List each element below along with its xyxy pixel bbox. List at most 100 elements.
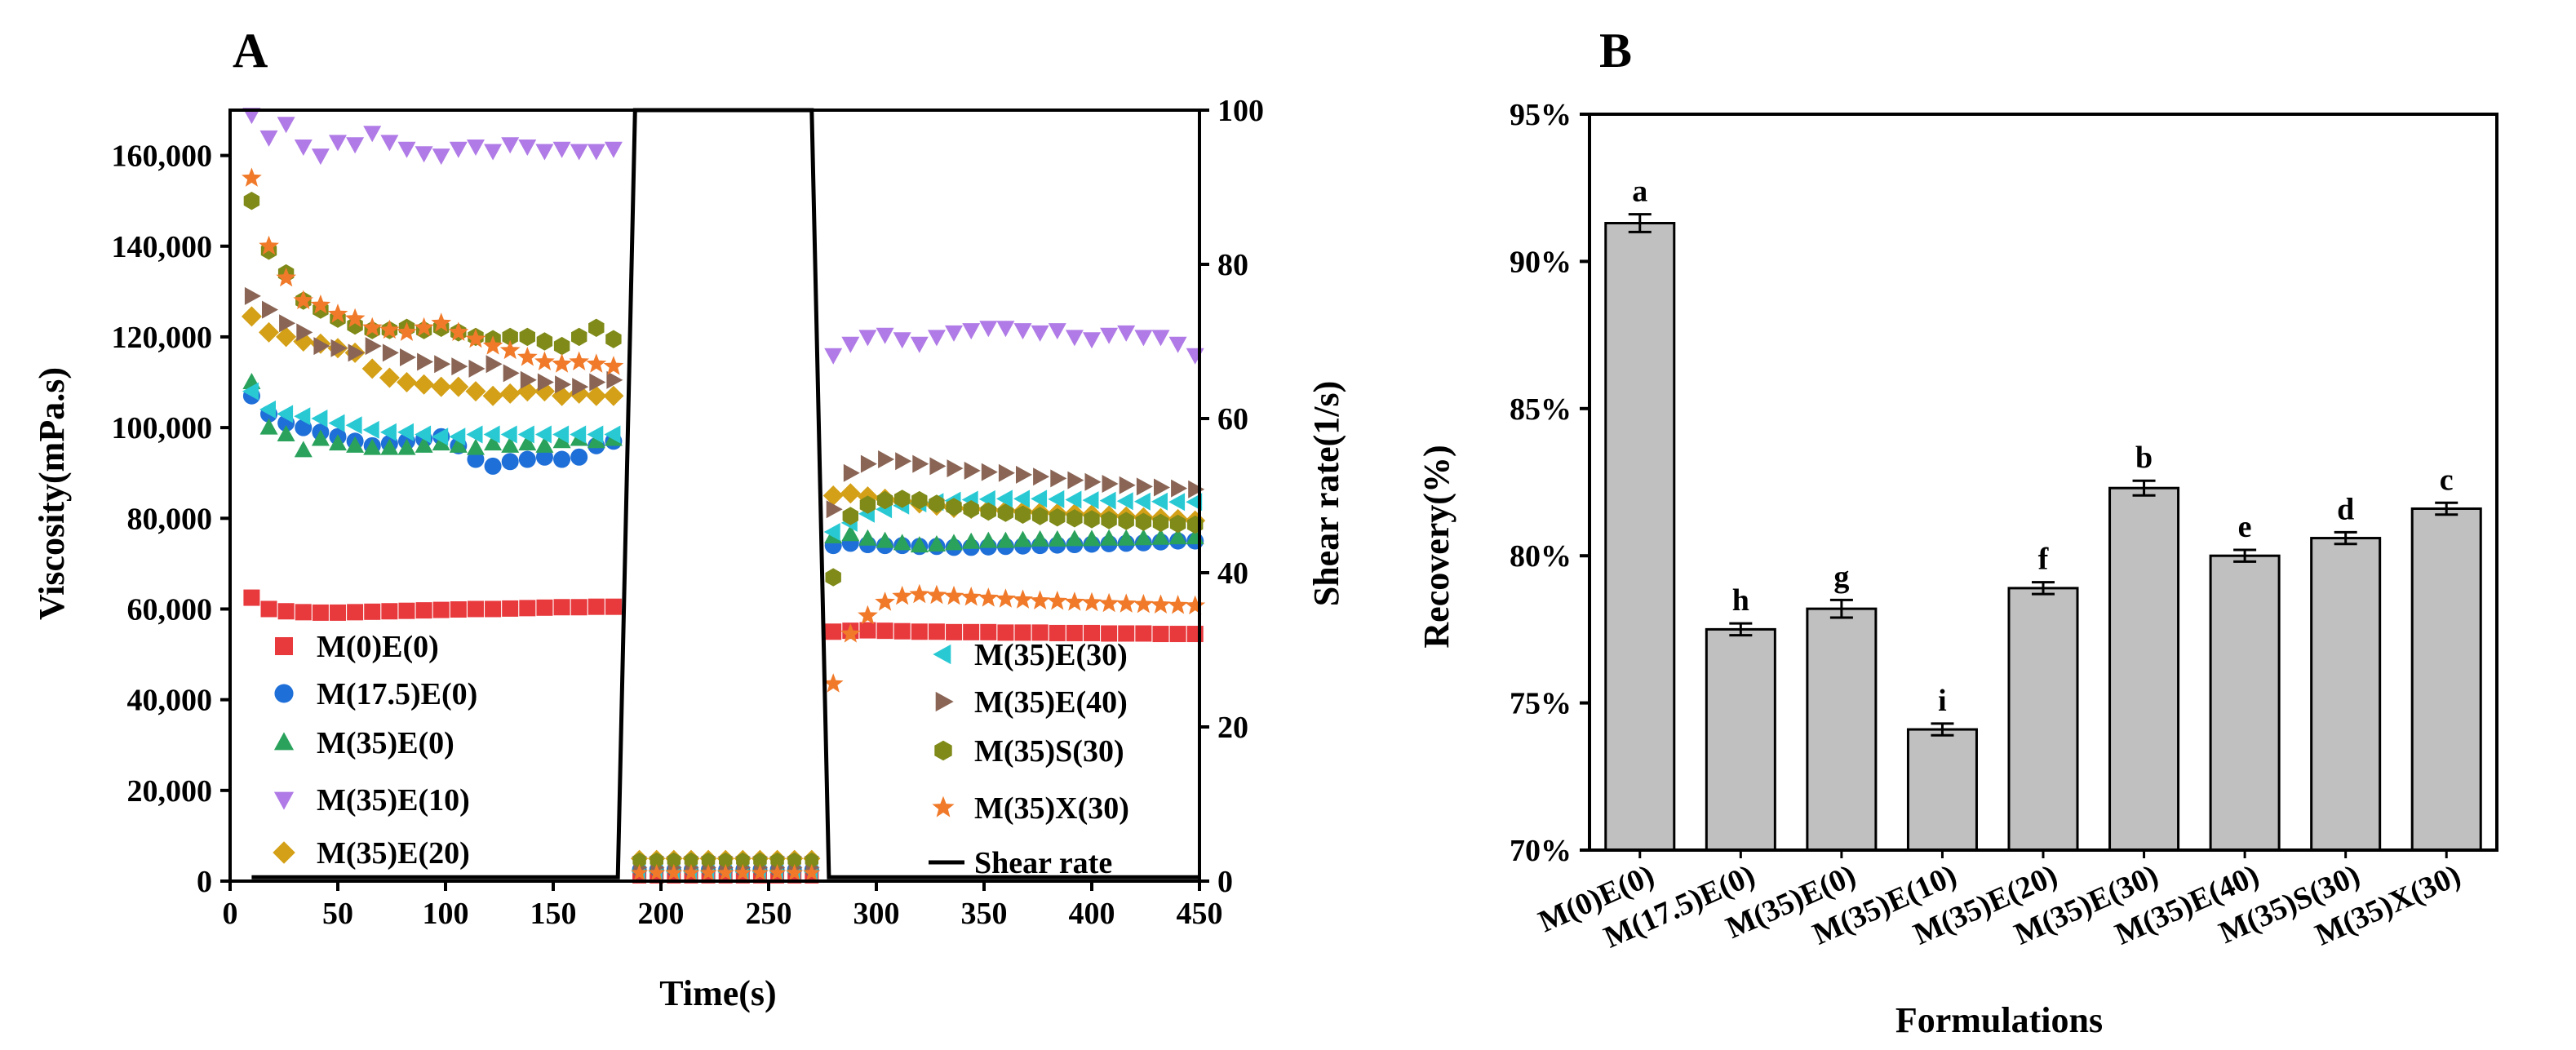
x-tick-label-a: 200 bbox=[638, 897, 685, 931]
point-m-35-x-30 bbox=[1115, 593, 1137, 613]
point-m-35-s-30 bbox=[876, 490, 893, 510]
bar-group-m-35-e-30: b bbox=[2108, 441, 2180, 852]
legend-marker-m-35-e-0 bbox=[273, 732, 295, 751]
point-m-35-x-30 bbox=[716, 863, 734, 880]
legend-item-m35e40: M(35)E(40) bbox=[935, 685, 1128, 720]
legend-label: M(35)E(40) bbox=[974, 685, 1128, 720]
point-m-35-e-20 bbox=[397, 372, 417, 392]
point-m-35-s-30 bbox=[859, 495, 876, 514]
viscosity-markers bbox=[241, 108, 1206, 884]
legend-marker-m-35-e-20 bbox=[273, 841, 295, 864]
point-m-35-x-30 bbox=[682, 863, 700, 880]
point-m-35-e-10 bbox=[1134, 330, 1153, 347]
point-m-35-x-30 bbox=[242, 167, 262, 187]
series-m-35-e-40 bbox=[244, 286, 1205, 875]
point-m-35-s-30 bbox=[650, 852, 663, 868]
point-m-35-x-30 bbox=[414, 317, 434, 337]
point-m-0-e-0 bbox=[330, 604, 346, 621]
bar-m-35-e-10 bbox=[1906, 728, 1978, 852]
point-m-35-s-30 bbox=[946, 498, 962, 516]
point-m-0-e-0 bbox=[432, 601, 450, 618]
significance-letter: b bbox=[2135, 441, 2153, 475]
point-m-35-e-0 bbox=[535, 436, 554, 453]
point-m-0-e-0 bbox=[911, 623, 928, 640]
point-m-35-e-10 bbox=[1168, 336, 1187, 353]
point-m-35-x-30 bbox=[276, 267, 296, 287]
y-tick-label-b: 90% bbox=[1510, 245, 1572, 279]
point-m-35-e-10 bbox=[449, 141, 468, 158]
point-m-0-e-0 bbox=[502, 600, 519, 617]
point-m-35-e-0 bbox=[587, 432, 605, 449]
point-m-35-s-30 bbox=[553, 336, 570, 356]
y-tick-label-b: 80% bbox=[1510, 539, 1572, 574]
legend-marker-m-35-s-30 bbox=[934, 740, 952, 761]
point-m-35-e-30 bbox=[1116, 492, 1133, 511]
legend-label: M(35)E(10) bbox=[317, 783, 470, 817]
point-m-0-e-0 bbox=[963, 623, 980, 640]
point-m-35-e-30 bbox=[415, 425, 432, 444]
point-m-35-e-0 bbox=[467, 438, 485, 455]
point-m-35-e-40 bbox=[382, 343, 399, 362]
point-m-17-5-e-0 bbox=[484, 457, 502, 475]
point-m-35-s-30 bbox=[502, 327, 518, 347]
point-m-35-s-30 bbox=[1066, 509, 1083, 528]
point-m-35-e-0 bbox=[346, 436, 365, 453]
point-m-35-x-30 bbox=[995, 588, 1016, 608]
point-m-35-e-10 bbox=[945, 325, 963, 342]
point-m-35-e-0 bbox=[501, 436, 520, 453]
point-m-0-e-0 bbox=[243, 589, 260, 606]
significance-letter: h bbox=[1732, 583, 1749, 618]
point-m-35-e-40 bbox=[1154, 478, 1170, 497]
point-m-17-5-e-0 bbox=[501, 453, 519, 471]
point-m-35-e-30 bbox=[483, 425, 500, 444]
point-m-35-e-10 bbox=[1031, 325, 1049, 342]
point-m-35-e-40 bbox=[434, 355, 451, 374]
point-m-35-s-30 bbox=[753, 852, 767, 868]
point-m-35-e-0 bbox=[1134, 529, 1153, 546]
point-m-35-x-30 bbox=[586, 353, 607, 373]
legend-marker-m-35-e-10 bbox=[273, 791, 295, 810]
point-m-35-s-30 bbox=[911, 490, 928, 510]
point-m-35-x-30 bbox=[786, 863, 804, 880]
point-m-35-e-20 bbox=[431, 376, 452, 397]
legend-item-m35s30: M(35)S(30) bbox=[934, 734, 1124, 769]
point-m-35-e-0 bbox=[259, 418, 278, 435]
point-m-35-e-30 bbox=[534, 425, 552, 444]
point-m-0-e-0 bbox=[364, 603, 381, 620]
point-m-35-e-10 bbox=[346, 137, 365, 154]
point-m-35-e-30 bbox=[1082, 491, 1099, 510]
point-m-35-e-30 bbox=[978, 490, 995, 508]
point-m-0-e-0 bbox=[485, 600, 502, 618]
point-m-35-e-10 bbox=[277, 117, 295, 134]
significance-letter: i bbox=[1938, 684, 1947, 718]
bar-group-m-35-e-10: i bbox=[1906, 684, 1978, 852]
point-m-35-e-0 bbox=[1117, 529, 1136, 546]
point-m-35-e-20 bbox=[499, 383, 521, 404]
point-m-35-e-0 bbox=[363, 438, 382, 455]
point-m-35-e-40 bbox=[1050, 469, 1067, 488]
y-axis-label-b: Recovery(%) bbox=[1417, 445, 1456, 648]
point-m-35-e-40 bbox=[417, 352, 434, 371]
point-m-0-e-0 bbox=[946, 623, 963, 640]
point-m-35-e-40 bbox=[1102, 475, 1119, 493]
point-m-35-s-30 bbox=[1118, 512, 1134, 530]
point-m-35-e-10 bbox=[1065, 330, 1084, 347]
point-m-35-s-30 bbox=[243, 192, 260, 210]
point-m-35-x-30 bbox=[431, 312, 452, 332]
point-m-35-e-10 bbox=[1013, 323, 1032, 340]
point-m-35-e-10 bbox=[996, 321, 1015, 338]
legend-a: M(0)E(0) M(17.5)E(0) M(35)E(0) M(35)E(10) M(… bbox=[273, 630, 1129, 880]
point-m-35-e-30 bbox=[1065, 490, 1082, 509]
point-m-0-e-0 bbox=[450, 601, 467, 618]
point-m-35-x-30 bbox=[1047, 591, 1068, 610]
y-tick-label-a: 120,000 bbox=[112, 321, 213, 355]
point-m-35-e-40 bbox=[1119, 476, 1136, 494]
x-tick-label-a: 400 bbox=[1069, 897, 1115, 931]
point-m-35-e-40 bbox=[279, 314, 296, 333]
bar-m-35-s-30 bbox=[2310, 537, 2382, 852]
point-m-35-e-20 bbox=[259, 321, 279, 343]
point-m-0-e-0 bbox=[1031, 624, 1049, 641]
significance-letter: f bbox=[2038, 543, 2050, 577]
point-m-0-e-0 bbox=[1152, 626, 1169, 643]
point-m-35-e-0 bbox=[962, 532, 981, 549]
